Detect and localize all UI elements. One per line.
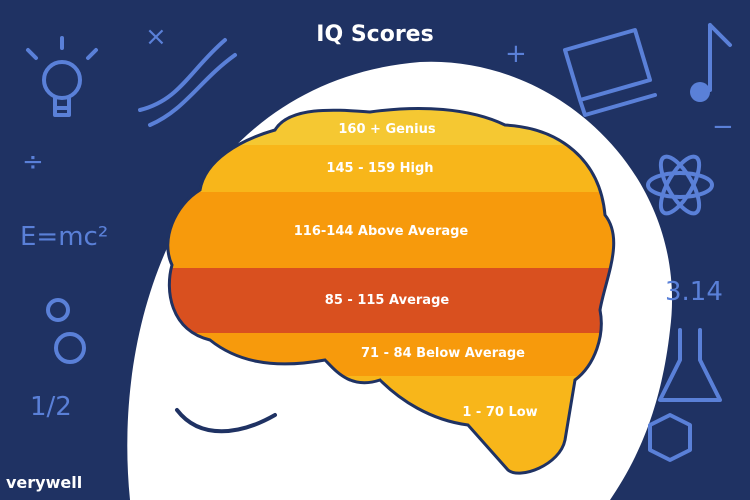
plus-doodle: +: [505, 39, 527, 69]
band-above-average: [167, 192, 614, 268]
divide-doodle: ÷: [22, 147, 44, 177]
half-doodle: 1/2: [30, 392, 72, 422]
atom-icon: [646, 154, 714, 216]
band-label-above-average: 116-144 Above Average: [293, 224, 469, 239]
cube-icon: [648, 413, 692, 462]
band-average: [167, 268, 614, 333]
gear-icon: [46, 298, 86, 364]
page-title: IQ Scores: [316, 22, 434, 47]
dna-icon: [138, 38, 237, 127]
band-label-genius: 160 + Genius: [338, 122, 436, 137]
band-label-average: 85 - 115 Average: [324, 293, 450, 308]
book-icon: [563, 28, 657, 117]
formula-doodle: E=mc²: [20, 222, 108, 252]
brand-logo: verywell: [6, 473, 83, 492]
band-label-low: 1 - 70 Low: [462, 405, 538, 420]
times-doodle: ×: [145, 22, 167, 52]
music-note-icon: [690, 23, 732, 102]
band-label-below-average: 71 - 84 Below Average: [361, 346, 525, 361]
band-high: [167, 145, 614, 192]
pi-doodle: 3.14: [665, 277, 723, 307]
flask-icon: [658, 328, 722, 402]
lightbulb-icon: [26, 36, 98, 117]
minus-doodle: −: [712, 112, 734, 142]
band-label-high: 145 - 159 High: [326, 161, 434, 176]
